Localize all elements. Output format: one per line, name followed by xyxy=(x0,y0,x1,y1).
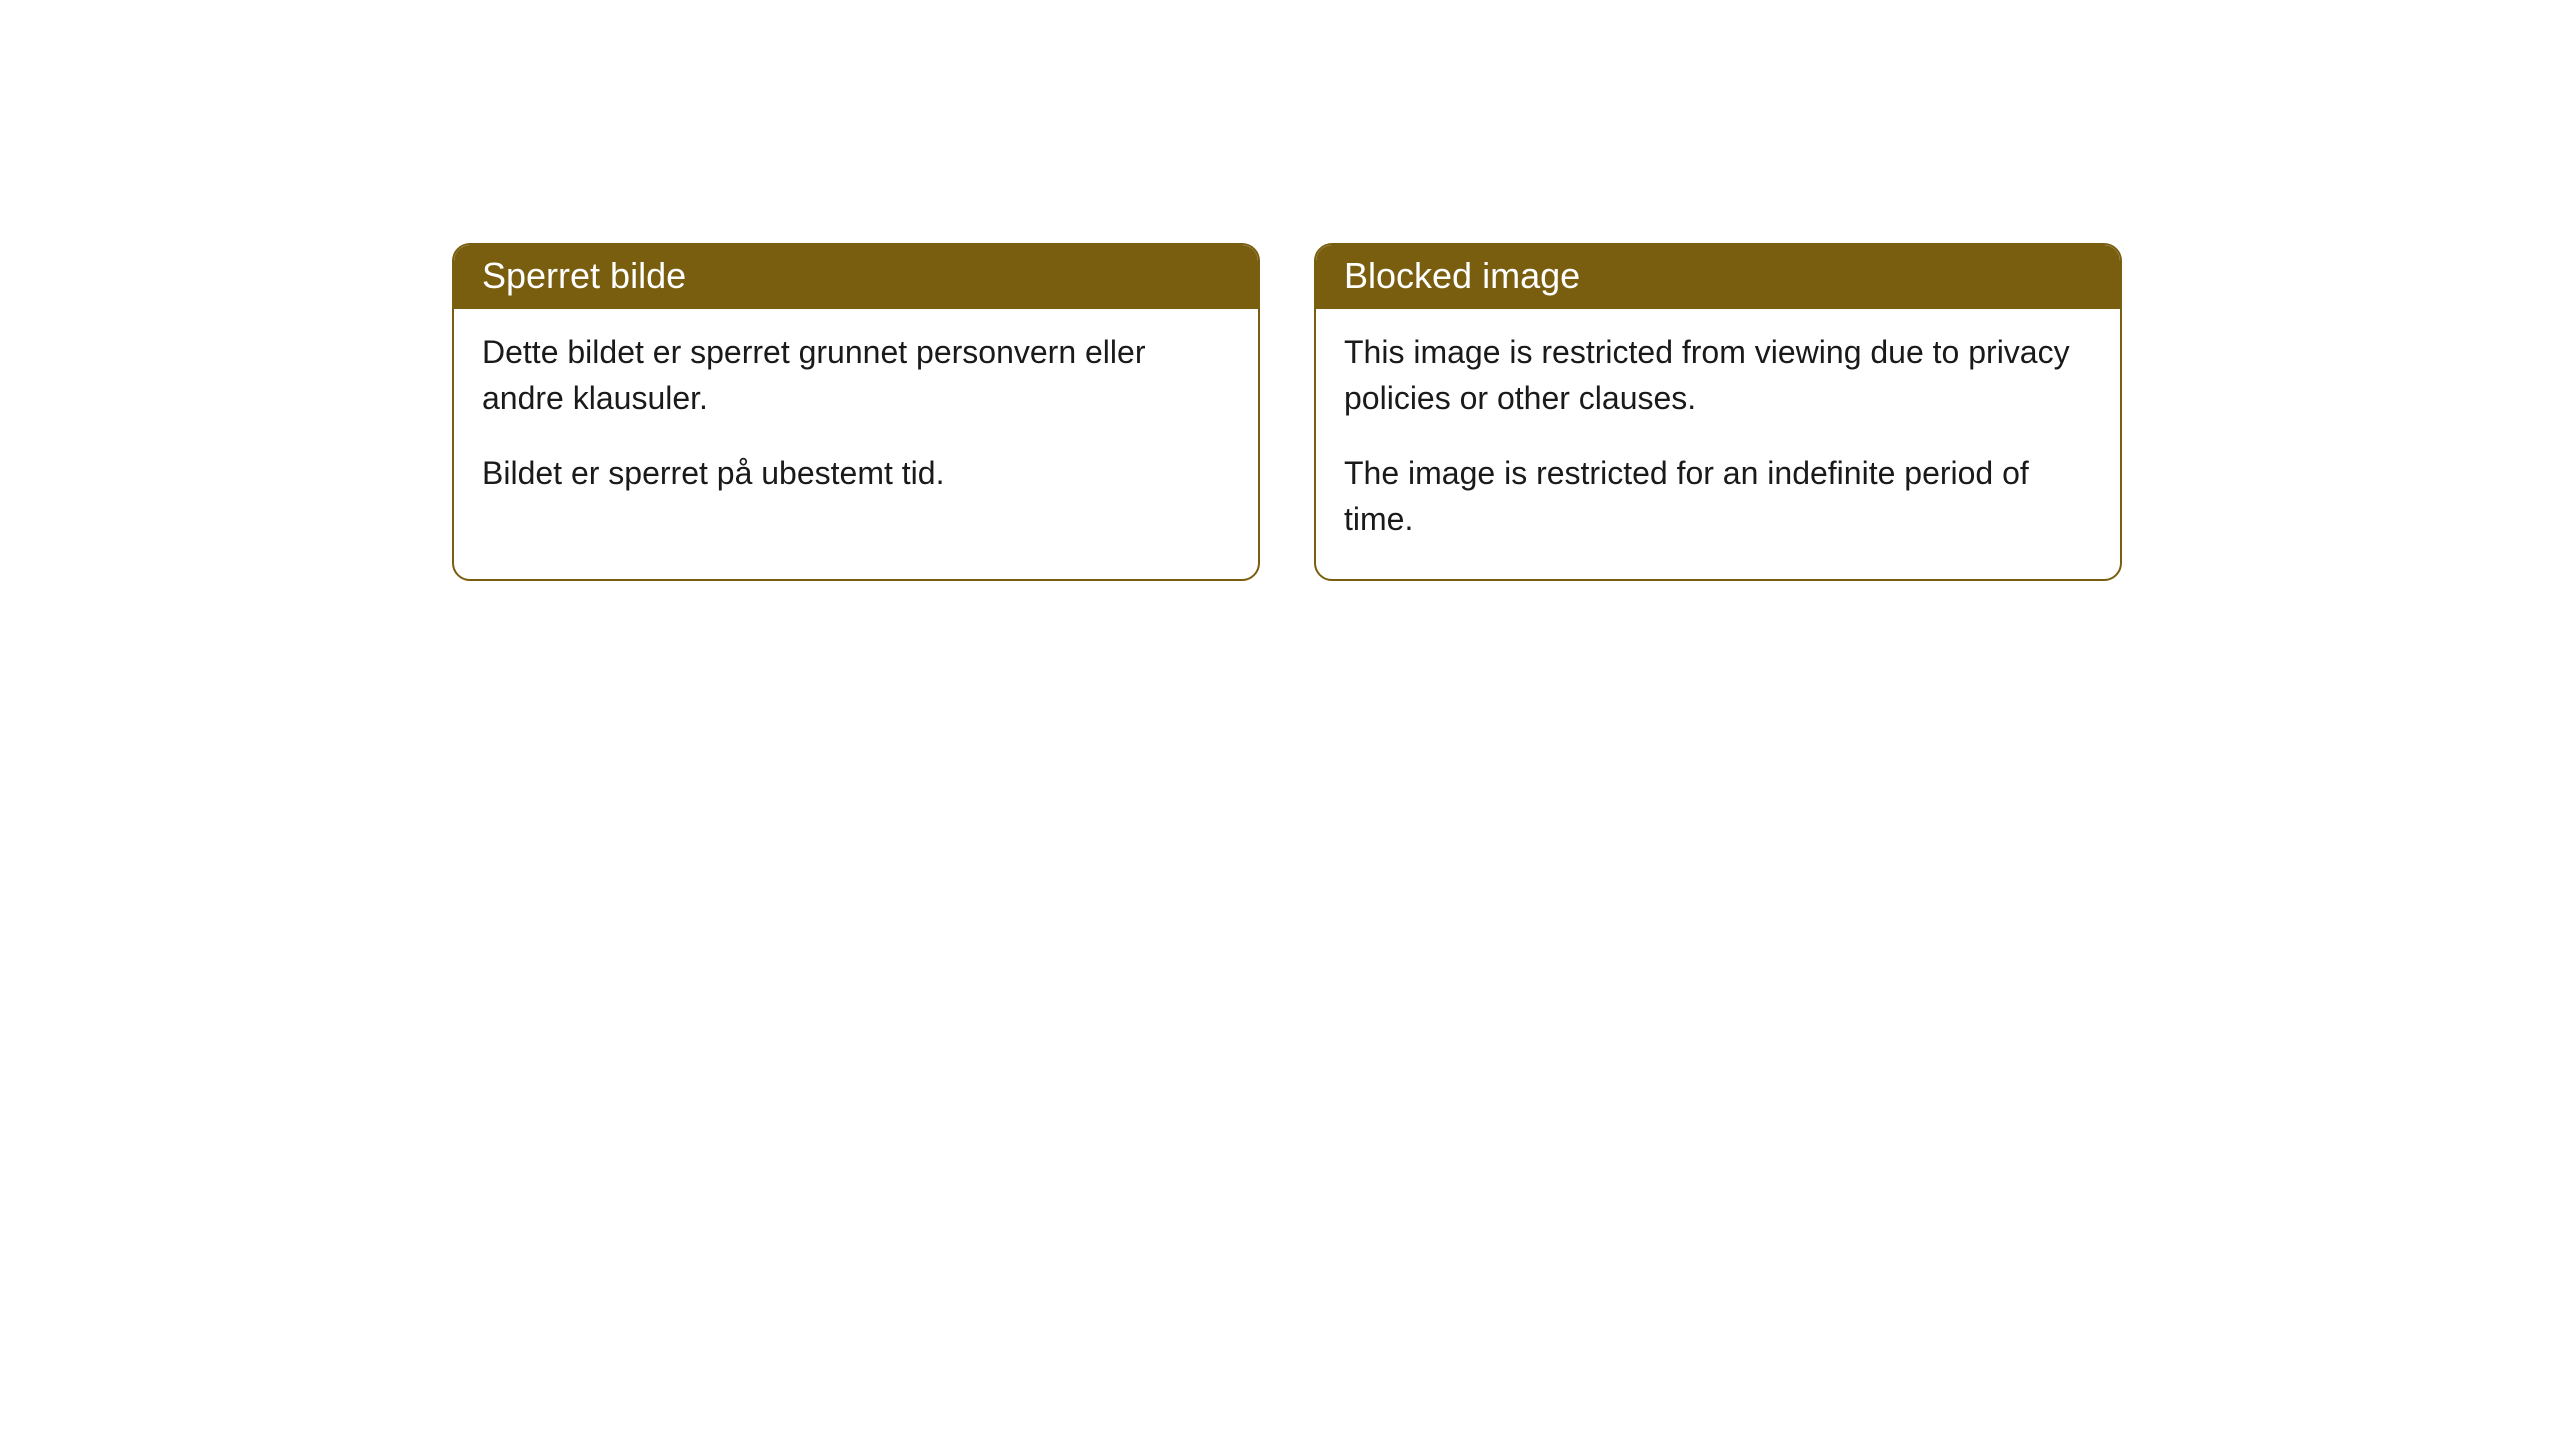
card-header-english: Blocked image xyxy=(1316,245,2120,309)
card-text-norwegian-1: Dette bildet er sperret grunnet personve… xyxy=(482,329,1230,422)
card-body-english: This image is restricted from viewing du… xyxy=(1316,309,2120,579)
card-body-norwegian: Dette bildet er sperret grunnet personve… xyxy=(454,309,1258,532)
card-text-english-1: This image is restricted from viewing du… xyxy=(1344,329,2092,422)
card-header-norwegian: Sperret bilde xyxy=(454,245,1258,309)
notice-cards-container: Sperret bilde Dette bildet er sperret gr… xyxy=(452,243,2122,581)
card-text-norwegian-2: Bildet er sperret på ubestemt tid. xyxy=(482,450,1230,496)
notice-card-norwegian: Sperret bilde Dette bildet er sperret gr… xyxy=(452,243,1260,581)
notice-card-english: Blocked image This image is restricted f… xyxy=(1314,243,2122,581)
card-text-english-2: The image is restricted for an indefinit… xyxy=(1344,450,2092,543)
